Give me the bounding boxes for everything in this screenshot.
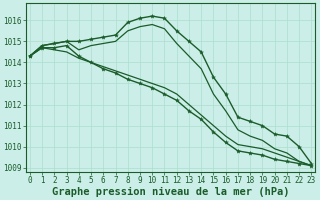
X-axis label: Graphe pression niveau de la mer (hPa): Graphe pression niveau de la mer (hPa) (52, 186, 289, 197)
